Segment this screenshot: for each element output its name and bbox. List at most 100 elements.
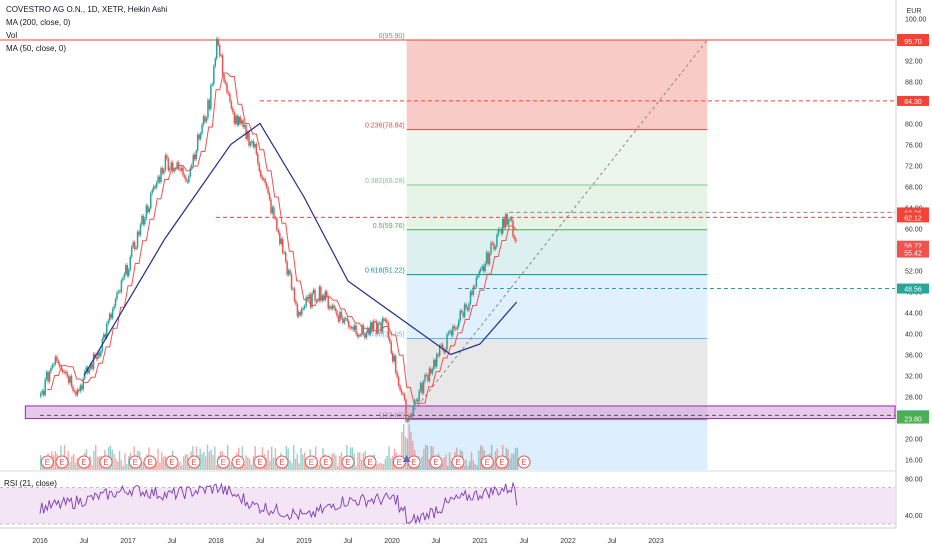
candle-body xyxy=(403,393,406,400)
candle-body xyxy=(469,291,472,304)
candle-body xyxy=(390,341,393,354)
candle-body xyxy=(176,162,178,169)
volume-bar xyxy=(245,455,247,470)
candle-body xyxy=(194,154,196,160)
volume-bar xyxy=(115,458,117,470)
candle-body xyxy=(447,332,450,335)
candle-body xyxy=(494,246,497,250)
candle-body xyxy=(513,236,516,240)
volume-bar xyxy=(272,457,275,470)
volume-bar xyxy=(205,456,207,470)
volume-bar xyxy=(271,446,273,470)
candle-body xyxy=(318,286,321,301)
candle-body xyxy=(419,383,422,392)
price-tick-label: 44.00 xyxy=(905,311,923,318)
candle-body xyxy=(117,291,120,293)
candle-body xyxy=(493,243,495,250)
candle-body xyxy=(330,306,332,309)
candle-body xyxy=(151,190,153,194)
volume-bar xyxy=(492,460,495,470)
candle-body xyxy=(485,252,488,264)
volume-bar xyxy=(216,464,218,470)
volume-bar xyxy=(177,464,179,470)
earnings-marker-circle xyxy=(187,455,201,469)
earnings-marker-letter: E xyxy=(279,458,284,467)
volume-bar xyxy=(425,444,427,470)
candle-body xyxy=(199,133,202,140)
candle-body xyxy=(349,327,351,329)
candle-body xyxy=(510,218,513,221)
candle-body xyxy=(132,242,134,247)
price-label-text: 95.70 xyxy=(904,39,922,46)
rsi-tick-label: 40.00 xyxy=(905,513,923,520)
volume-bar xyxy=(316,460,319,470)
candle-body xyxy=(440,344,442,346)
earnings-marker-letter: E xyxy=(191,458,196,467)
candle-body xyxy=(446,334,448,350)
volume-bar xyxy=(153,464,156,470)
earnings-marker-circle xyxy=(480,455,494,469)
price-label-text: 23.80 xyxy=(904,417,922,424)
earnings-marker-circle xyxy=(363,455,377,469)
volume-bar xyxy=(426,445,429,470)
candle-body xyxy=(174,168,177,170)
candle-body xyxy=(340,311,343,318)
candle-body xyxy=(358,334,360,337)
volume-bar xyxy=(359,452,361,470)
volume-bar xyxy=(142,462,145,470)
candle-body xyxy=(333,305,335,309)
price-label-text: 56.72 xyxy=(904,244,922,251)
price-tick-label: 20.00 xyxy=(905,437,923,444)
candle-body xyxy=(375,321,378,334)
volume-bar xyxy=(441,463,443,470)
earnings-marker-circle xyxy=(304,455,318,469)
volume-bar xyxy=(76,458,79,470)
candle-body xyxy=(334,308,337,311)
price-label-text: 62.12 xyxy=(904,215,922,222)
earnings-marker: E xyxy=(480,455,494,469)
candle-body xyxy=(213,66,215,85)
earnings-marker: E xyxy=(495,455,509,469)
earnings-marker-letter: E xyxy=(221,458,226,467)
candle-body xyxy=(327,296,329,309)
candle-body xyxy=(233,112,236,124)
candle-body xyxy=(45,371,48,380)
candle-body xyxy=(427,375,429,381)
candle-body xyxy=(475,277,478,287)
earnings-marker-circle xyxy=(275,455,289,469)
candle-body xyxy=(265,183,268,188)
candle-body xyxy=(240,120,243,124)
volume-bar xyxy=(465,459,467,470)
candle-body xyxy=(79,385,82,392)
candle-body xyxy=(304,305,306,309)
candle-body xyxy=(292,288,294,290)
earnings-marker-circle xyxy=(517,455,531,469)
candle-body xyxy=(484,263,486,272)
volume-bar xyxy=(406,438,409,470)
fib-level-label: 0.786(39.05) xyxy=(365,331,405,338)
candle-body xyxy=(104,334,107,338)
candle-body xyxy=(95,357,98,359)
candle-body xyxy=(497,229,500,236)
earnings-marker: E xyxy=(99,455,113,469)
earnings-marker: E xyxy=(319,455,333,469)
volume-bar xyxy=(476,465,478,470)
candle-body xyxy=(337,315,340,322)
earnings-marker: E xyxy=(275,455,289,469)
candle-body xyxy=(195,150,197,160)
price-label-box xyxy=(897,283,929,294)
candle-body xyxy=(412,406,415,416)
fib-level-label: 0.618(51.22) xyxy=(365,268,405,275)
volume-bar xyxy=(203,452,205,470)
price-tick-label: 72.00 xyxy=(905,164,923,171)
candle-body xyxy=(268,193,271,200)
ma50-line xyxy=(47,72,518,404)
candle-body xyxy=(499,228,501,230)
time-tick-label: Jul xyxy=(256,538,265,545)
volume-bar xyxy=(247,457,249,470)
candle-body xyxy=(361,325,363,335)
volume-bar xyxy=(124,453,126,470)
volume-bar xyxy=(335,455,337,470)
earnings-marker-letter: E xyxy=(147,458,152,467)
candle-body xyxy=(138,231,140,236)
